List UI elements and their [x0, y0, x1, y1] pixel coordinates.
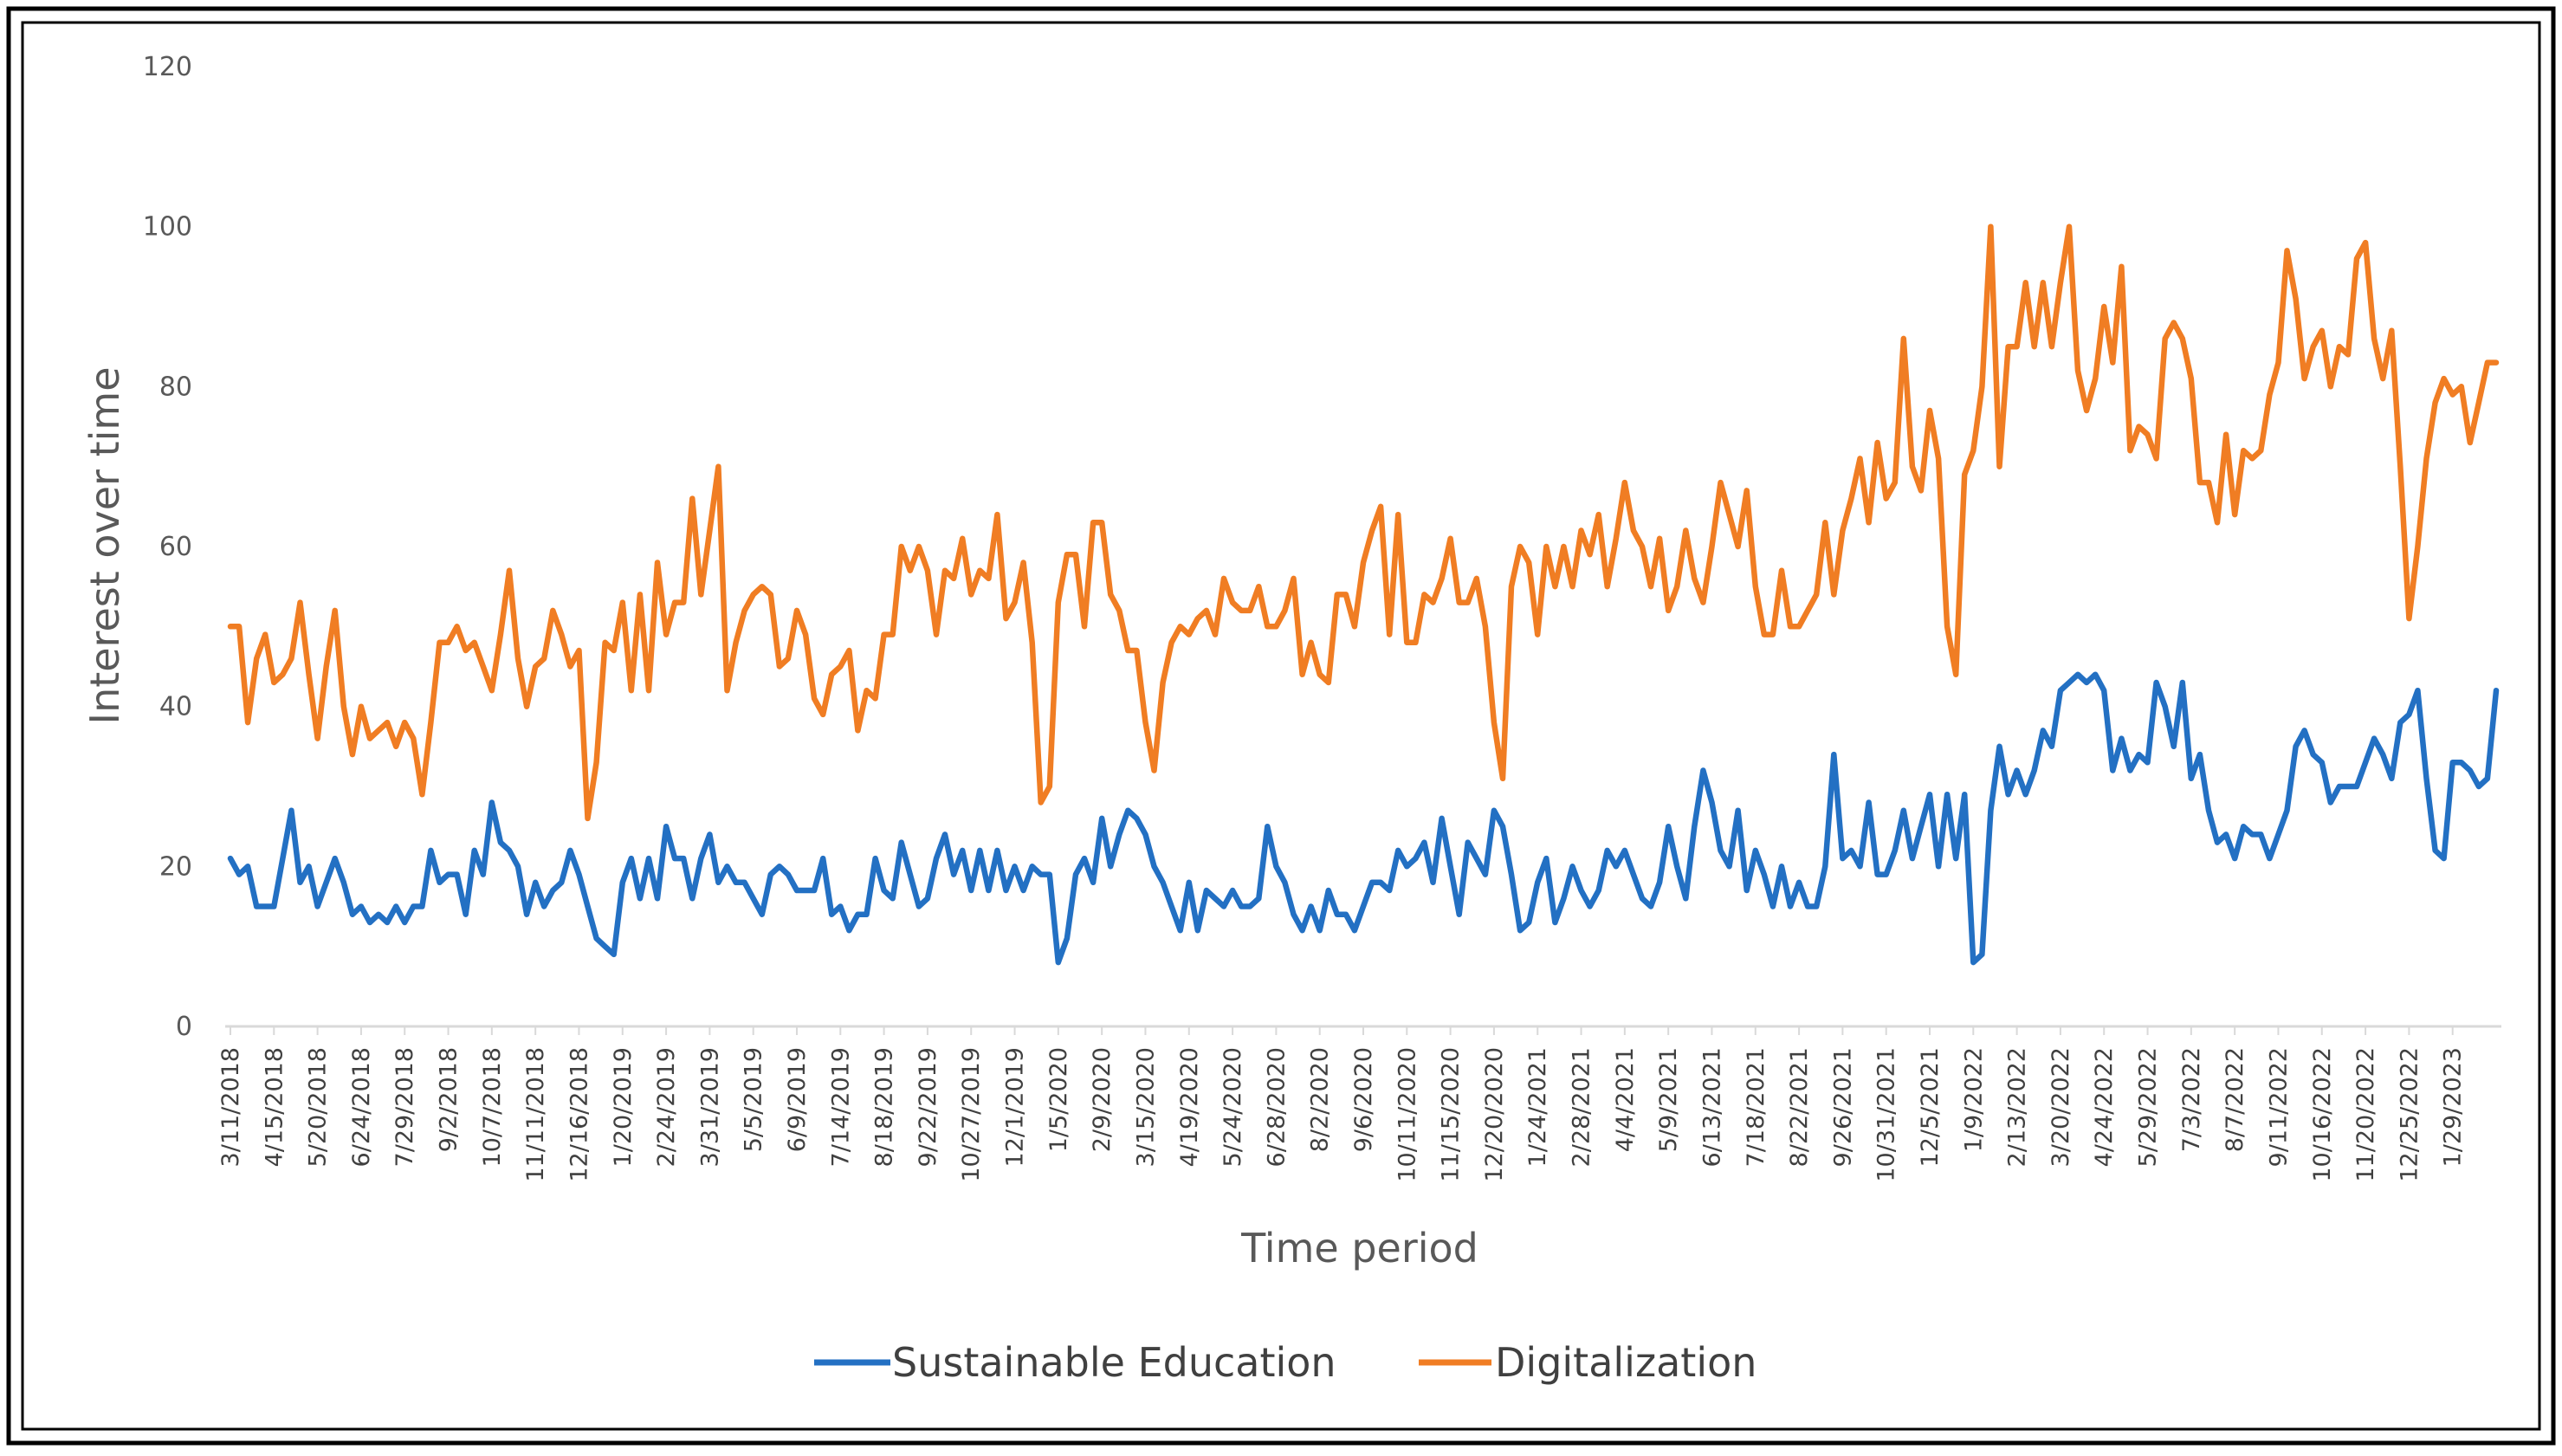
- legend-label-sustainable-education: Sustainable Education: [892, 1339, 1336, 1386]
- x-tick-label: 11/20/2022: [2352, 1047, 2379, 1182]
- x-tick-label: 5/9/2021: [1655, 1047, 1682, 1152]
- x-tick-label: 2/28/2021: [1569, 1047, 1595, 1167]
- x-tick-label: 12/1/2019: [1002, 1047, 1029, 1167]
- x-tick-label: 9/2/2018: [436, 1047, 463, 1152]
- x-tick-label: 7/29/2018: [391, 1047, 418, 1167]
- x-tick-label: 5/5/2019: [741, 1047, 767, 1152]
- x-tick-label: 5/20/2018: [305, 1047, 332, 1167]
- series-line-digitalization: [227, 223, 2500, 822]
- x-tick-label: 4/15/2018: [261, 1047, 288, 1167]
- x-tick-label: 3/11/2018: [217, 1047, 244, 1167]
- x-tick-label: 9/11/2022: [2265, 1047, 2292, 1167]
- x-tick-label: 9/26/2021: [1829, 1047, 1856, 1167]
- y-tick-label: 60: [159, 532, 192, 562]
- x-tick-label: 3/15/2020: [1132, 1047, 1159, 1167]
- x-tick-label: 10/11/2020: [1394, 1047, 1420, 1182]
- x-tick-label: 11/11/2018: [522, 1047, 549, 1182]
- x-tick-label: 1/24/2021: [1524, 1047, 1551, 1167]
- x-tick-label: 8/22/2021: [1786, 1047, 1813, 1167]
- x-tick-label: 10/7/2018: [479, 1047, 506, 1167]
- y-tick-label: 100: [143, 212, 192, 243]
- x-tick-label: 6/13/2021: [1698, 1047, 1725, 1167]
- x-tick-label: 4/19/2020: [1176, 1047, 1203, 1167]
- legend-label-digitalization: Digitalization: [1495, 1339, 1757, 1386]
- x-tick-label: 12/20/2020: [1481, 1047, 1508, 1182]
- x-axis-ticks: 3/11/2018 4/15/2018 5/20/2018 6/24/2018 7/29…: [217, 1026, 2467, 1182]
- x-tick-label: 2/24/2019: [653, 1047, 680, 1167]
- x-tick-label: 10/27/2019: [958, 1047, 985, 1182]
- x-tick-label: 12/16/2018: [566, 1047, 592, 1182]
- x-tick-label: 7/18/2021: [1743, 1047, 1769, 1167]
- y-axis-ticks: 0 20 40 60 80 100 120: [143, 52, 192, 1042]
- x-tick-label: 9/6/2020: [1350, 1047, 1377, 1152]
- x-axis-title: Time period: [1240, 1225, 1478, 1272]
- x-tick-label: 10/31/2021: [1873, 1047, 1900, 1182]
- inner-border: [21, 21, 2541, 1431]
- y-axis-title: Interest over time: [81, 366, 128, 724]
- legend: Sustainable Education Digitalization: [814, 1339, 1757, 1386]
- x-tick-label: 3/20/2022: [2048, 1047, 2074, 1167]
- x-tick-label: 12/25/2022: [2396, 1047, 2423, 1182]
- y-tick-label: 40: [159, 692, 192, 722]
- x-tick-label: 3/31/2019: [696, 1047, 723, 1167]
- x-tick-label: 1/9/2022: [1960, 1047, 1987, 1152]
- x-tick-label: 5/24/2020: [1220, 1047, 1246, 1167]
- y-tick-label: 120: [143, 52, 192, 82]
- x-tick-label: 4/24/2022: [2091, 1047, 2118, 1167]
- x-tick-label: 8/18/2019: [871, 1047, 898, 1167]
- x-tick-label: 6/9/2019: [784, 1047, 811, 1152]
- x-tick-label: 11/15/2020: [1438, 1047, 1465, 1182]
- x-tick-label: 12/5/2021: [1917, 1047, 1944, 1167]
- y-tick-label: 20: [159, 851, 192, 882]
- x-tick-label: 9/22/2019: [915, 1047, 941, 1167]
- x-tick-label: 7/3/2022: [2178, 1047, 2205, 1152]
- series-line-sustainable-education: [227, 671, 2500, 966]
- x-tick-label: 1/29/2023: [2440, 1047, 2467, 1167]
- x-tick-label: 4/4/2021: [1612, 1047, 1639, 1152]
- x-tick-label: 8/2/2020: [1307, 1047, 1334, 1152]
- x-tick-label: 1/5/2020: [1045, 1047, 1072, 1152]
- y-tick-label: 80: [159, 372, 192, 402]
- x-tick-label: 6/28/2020: [1263, 1047, 1290, 1167]
- x-tick-label: 1/20/2019: [610, 1047, 637, 1167]
- x-tick-label: 2/13/2022: [2004, 1047, 2031, 1167]
- x-tick-label: 2/9/2020: [1089, 1047, 1116, 1152]
- x-tick-label: 5/29/2022: [2135, 1047, 2162, 1167]
- x-tick-label: 10/16/2022: [2309, 1047, 2336, 1182]
- series-layer: [227, 223, 2500, 966]
- x-tick-label: 8/7/2022: [2222, 1047, 2248, 1152]
- x-tick-label: 7/14/2019: [827, 1047, 854, 1167]
- y-tick-label: 0: [176, 1012, 192, 1042]
- x-tick-label: 6/24/2018: [348, 1047, 375, 1167]
